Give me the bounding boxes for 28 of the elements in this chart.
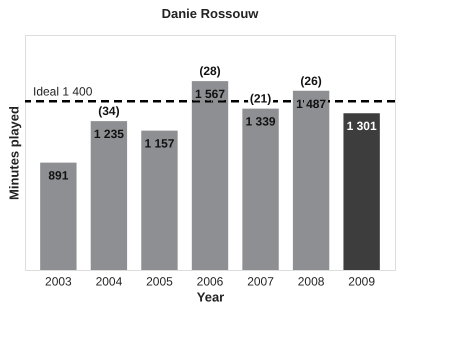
data-label: 1 567	[194, 87, 226, 102]
data-label: 1 339	[246, 114, 276, 129]
bar	[292, 90, 330, 270]
annotation: (34)	[98, 104, 120, 118]
annotation: (28)	[199, 64, 221, 78]
annotation: (21)	[250, 92, 272, 106]
bar	[343, 113, 380, 270]
x-tick-label: 2004	[96, 274, 123, 288]
bar	[40, 162, 77, 270]
x-tick-label: 2009	[348, 274, 376, 288]
x-axis-title: Year	[196, 290, 224, 304]
bar	[192, 81, 228, 270]
annotation: (26)	[300, 74, 322, 88]
data-label: 1 235	[94, 127, 124, 142]
data-label: 1 157	[144, 136, 175, 151]
ref-line-label: Ideal 1 400	[33, 84, 93, 98]
chart-title: Danie Rossouw	[162, 6, 260, 21]
x-tick-label: 2008	[298, 274, 325, 288]
data-label: 1 301	[346, 119, 377, 134]
bar	[242, 108, 279, 270]
x-tick-label: 2007	[247, 274, 274, 288]
bar	[90, 121, 128, 270]
x-tick-label: 2003	[45, 274, 72, 288]
x-tick-label: 2005	[146, 274, 174, 288]
x-tick-label: 2006	[196, 274, 224, 288]
y-axis-title: Minutes played	[6, 106, 22, 200]
data-label: 891	[48, 168, 69, 183]
bar	[141, 130, 178, 270]
